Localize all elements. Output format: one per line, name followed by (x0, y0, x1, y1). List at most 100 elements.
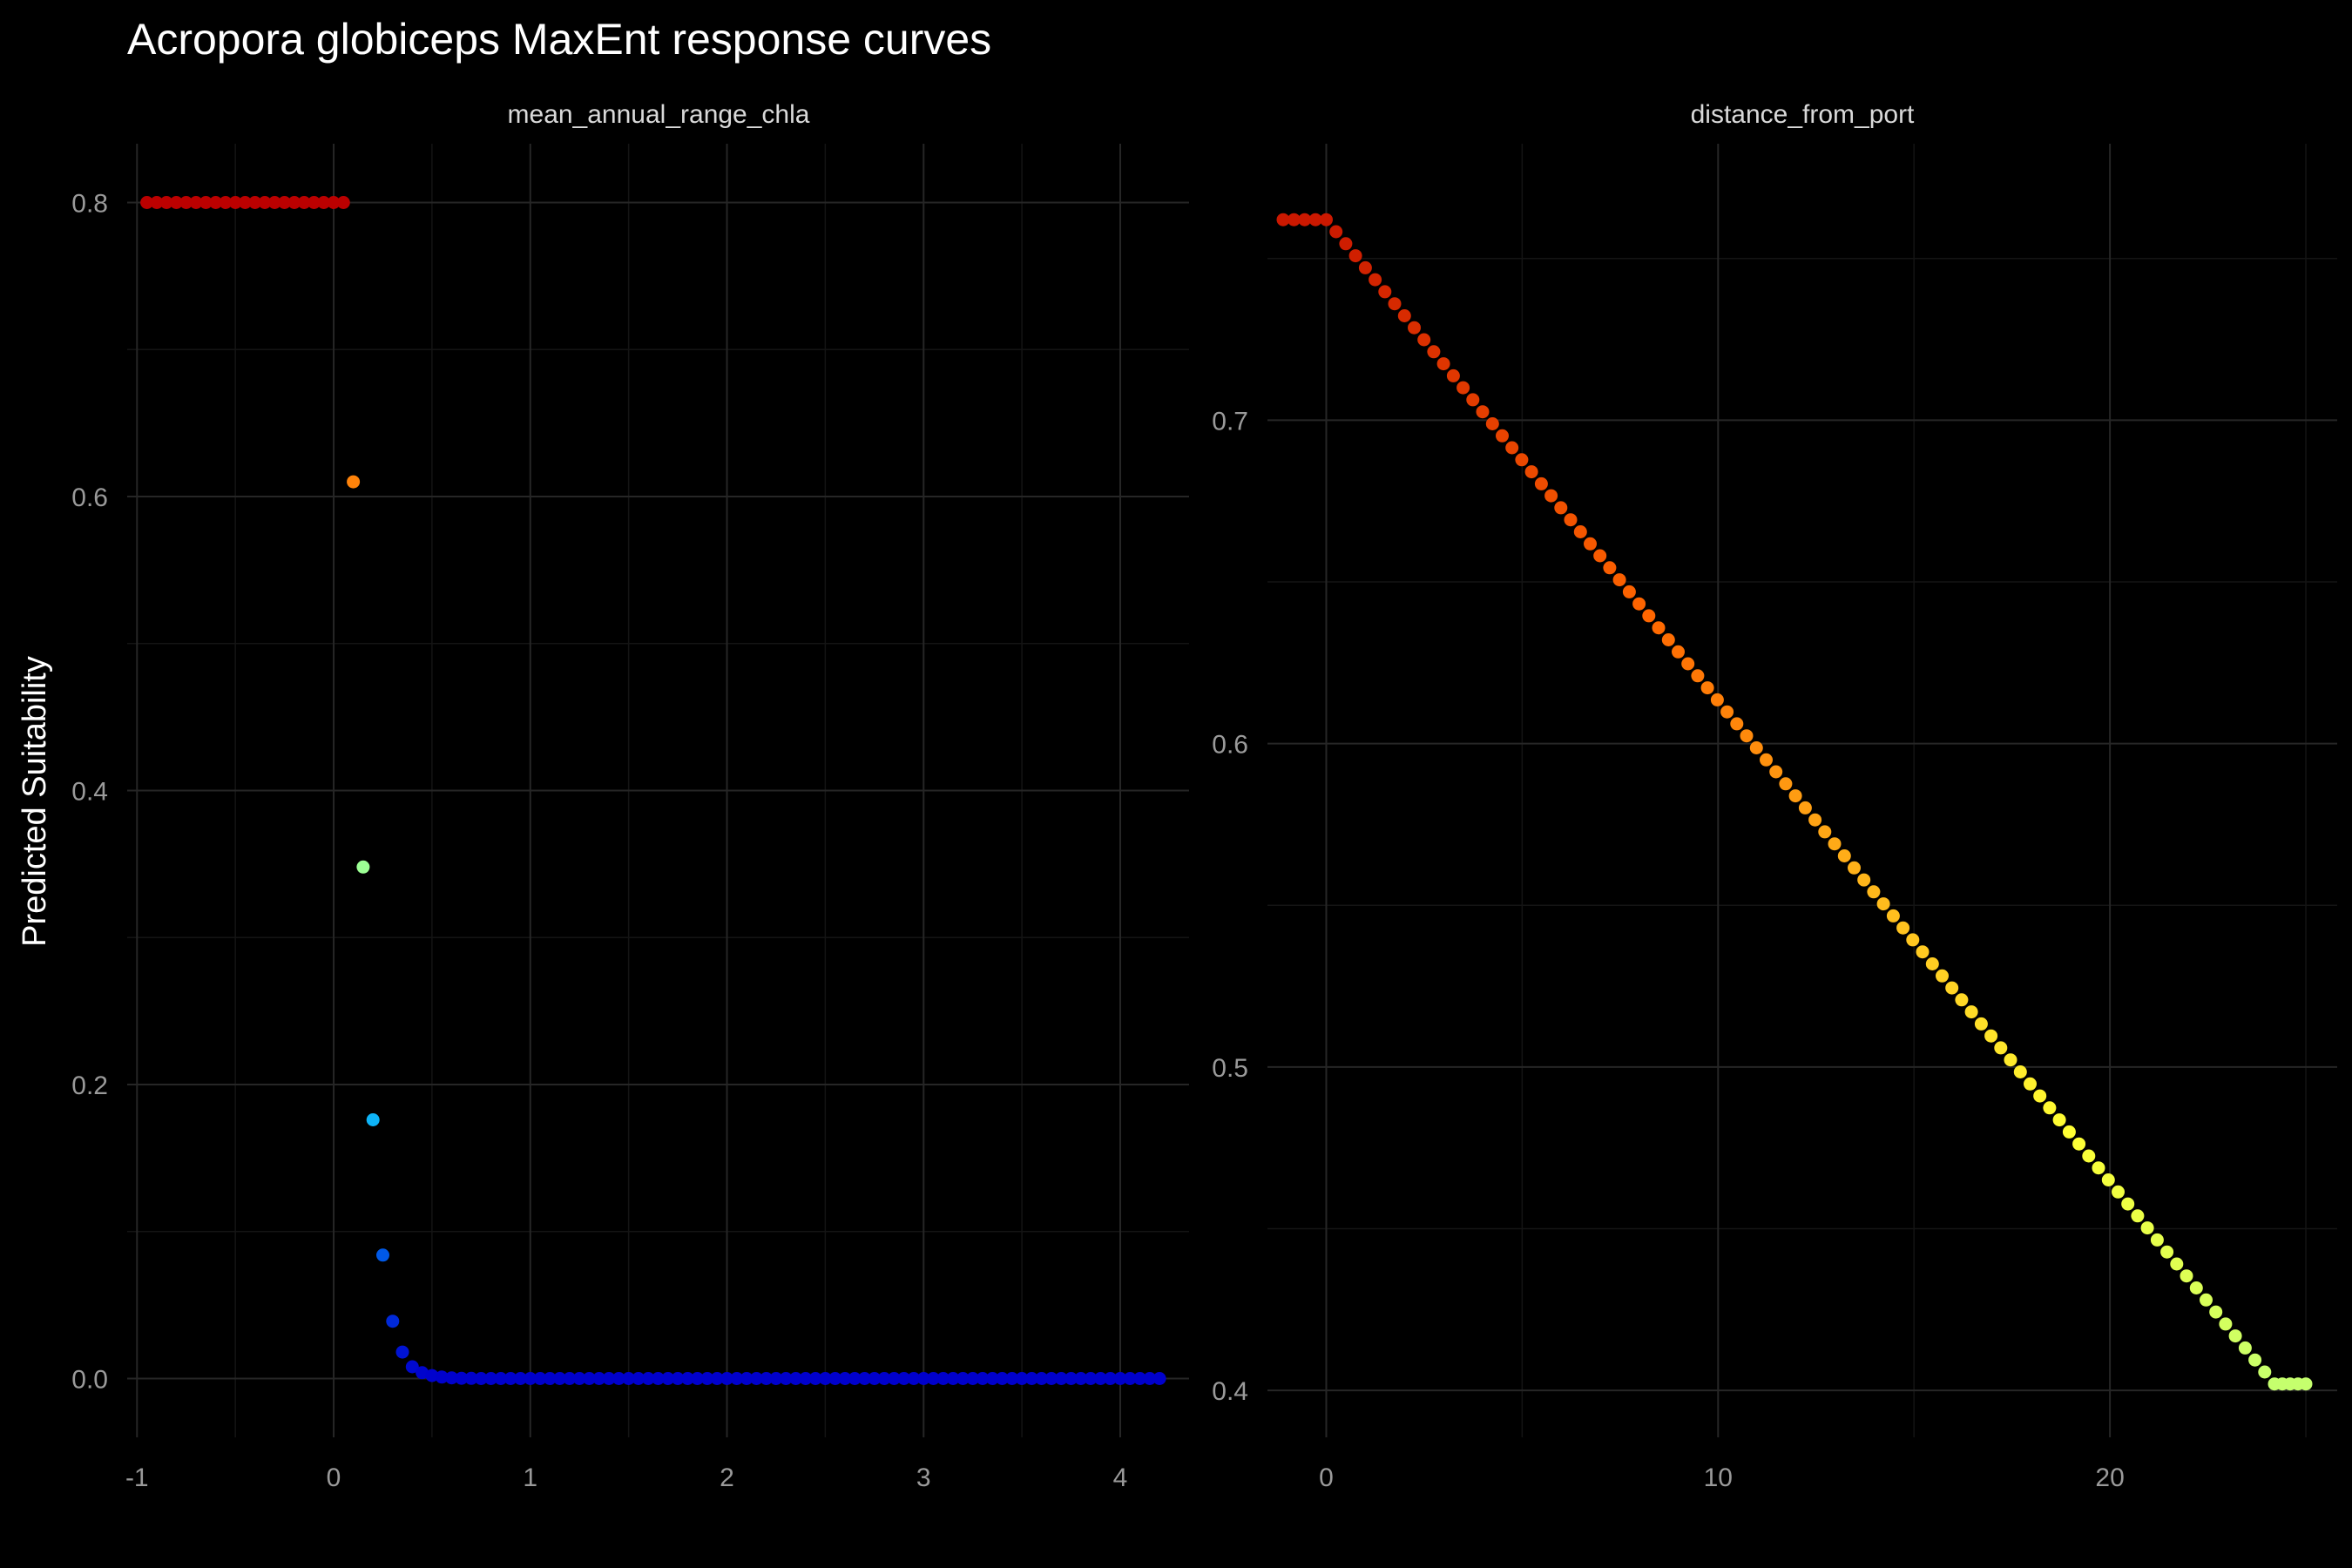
data-point (1936, 969, 1949, 983)
data-point (1808, 813, 1822, 827)
data-point (966, 1372, 980, 1385)
data-point (169, 196, 183, 209)
data-point (858, 1372, 871, 1385)
data-point (720, 1372, 733, 1385)
data-point (553, 1372, 567, 1385)
panel-port: distance_from_port 0.4 0.5 0.6 0.7 0 10 20 (1212, 100, 2337, 1492)
grid-port (1267, 144, 2337, 1437)
data-point (2238, 1341, 2252, 1355)
data-point (327, 196, 341, 209)
data-point (799, 1372, 813, 1385)
data-point (543, 1372, 557, 1385)
data-point (2024, 1077, 2037, 1091)
data-point (1603, 561, 1617, 575)
x-tick-label: 10 (1704, 1463, 1733, 1492)
data-point (1593, 549, 1607, 563)
strip-label-chla: mean_annual_range_chla (508, 100, 810, 129)
data-point (976, 1372, 990, 1385)
data-point (258, 196, 272, 209)
data-point (1642, 609, 1656, 623)
data-point (2092, 1161, 2105, 1175)
data-point (2004, 1053, 2017, 1067)
data-point (612, 1372, 625, 1385)
x-tick-label: 0 (1319, 1463, 1334, 1492)
data-point (484, 1372, 498, 1385)
data-point (1005, 1372, 1019, 1385)
data-point (641, 1372, 655, 1385)
data-point (1681, 657, 1695, 671)
x-ticks-chla: -1 0 1 2 3 4 (125, 1463, 1127, 1492)
y-ticks-chla: 0.0 0.2 0.4 0.6 0.8 (71, 190, 108, 1395)
data-point (228, 196, 242, 209)
data-point (828, 1372, 842, 1385)
data-point (927, 1372, 940, 1385)
data-point (395, 1345, 409, 1359)
data-point (1749, 741, 1763, 754)
data-point (818, 1372, 832, 1385)
data-point (2033, 1089, 2047, 1103)
data-point (936, 1372, 950, 1385)
data-point (2072, 1137, 2086, 1151)
data-point (199, 196, 213, 209)
points-port (1276, 213, 2313, 1391)
data-point (887, 1372, 901, 1385)
data-point (868, 1372, 882, 1385)
y-ticks-port: 0.4 0.5 0.6 0.7 (1212, 407, 1248, 1406)
data-point (514, 1372, 527, 1385)
data-point (238, 196, 252, 209)
x-tick-label: 2 (720, 1463, 734, 1492)
x-ticks-port: 0 10 20 (1319, 1463, 2125, 1492)
data-point (1760, 753, 1773, 767)
data-point (1427, 345, 1441, 359)
data-point (209, 196, 223, 209)
data-point (2112, 1185, 2125, 1199)
data-point (1123, 1372, 1137, 1385)
data-point (956, 1372, 970, 1385)
data-point (150, 196, 164, 209)
x-tick-label: -1 (125, 1463, 149, 1492)
data-point (1661, 633, 1675, 646)
data-point (946, 1372, 960, 1385)
data-point (533, 1372, 547, 1385)
y-tick-label: 0.0 (71, 1366, 108, 1395)
y-tick-label: 0.7 (1212, 407, 1248, 436)
data-point (838, 1372, 852, 1385)
data-point (1035, 1372, 1049, 1385)
data-point (1700, 681, 1714, 695)
data-point (1925, 957, 1939, 970)
data-point (1994, 1041, 2008, 1055)
data-point (1287, 213, 1301, 226)
data-point (1818, 825, 1832, 839)
data-point (1622, 585, 1636, 598)
data-point (1720, 705, 1734, 719)
data-point (189, 196, 203, 209)
data-point (2170, 1257, 2184, 1271)
data-point (1476, 405, 1490, 419)
data-point (376, 1248, 389, 1262)
data-point (1779, 777, 1793, 791)
data-point (916, 1372, 930, 1385)
data-point (671, 1372, 685, 1385)
data-point (760, 1372, 774, 1385)
data-point (730, 1372, 744, 1385)
data-point (1652, 621, 1666, 635)
data-point (1534, 476, 1548, 490)
data-point (1298, 213, 1312, 226)
data-point (1084, 1372, 1098, 1385)
data-point (1584, 537, 1597, 551)
y-tick-label: 0.2 (71, 1071, 108, 1100)
data-point (1848, 861, 1861, 875)
y-axis-label: Predicted Suitability (17, 656, 53, 947)
data-point (425, 1369, 439, 1382)
data-point (1788, 789, 1802, 803)
data-point (1466, 393, 1480, 407)
data-point (2209, 1305, 2223, 1319)
data-point (2131, 1209, 2145, 1223)
y-tick-label: 0.4 (71, 778, 108, 807)
data-point (700, 1372, 714, 1385)
data-point (1074, 1372, 1088, 1385)
x-tick-label: 4 (1113, 1463, 1128, 1492)
data-point (1369, 273, 1382, 287)
data-point (1113, 1372, 1127, 1385)
data-point (308, 196, 321, 209)
